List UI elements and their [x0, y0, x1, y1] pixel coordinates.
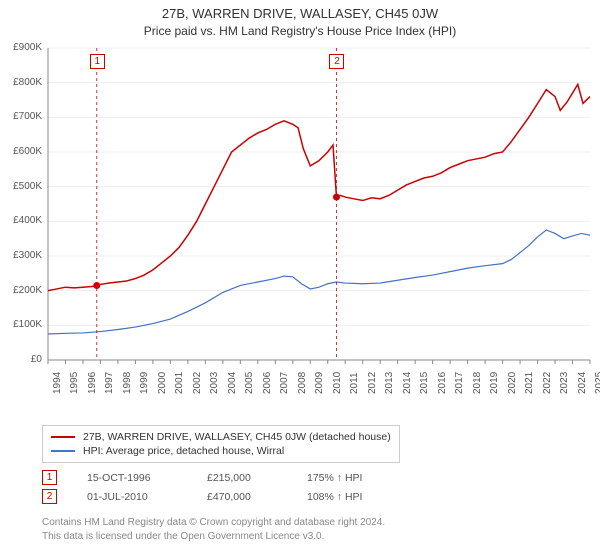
x-axis-label: 2003 — [209, 372, 220, 394]
price-point-price: £470,000 — [207, 491, 277, 503]
x-axis-label: 1999 — [139, 372, 150, 394]
y-axis-label: £500K — [2, 181, 42, 192]
x-axis-label: 2016 — [437, 372, 448, 394]
chart-container: 27B, WARREN DRIVE, WALLASEY, CH45 0JW Pr… — [0, 0, 600, 560]
footnote: Contains HM Land Registry data © Crown c… — [42, 516, 385, 543]
x-axis-label: 1998 — [122, 372, 133, 394]
x-axis-label: 1996 — [87, 372, 98, 394]
price-points-table: 1 15-OCT-1996 £215,000 175% ↑ HPI 2 01-JUL-20… — [42, 468, 387, 506]
x-axis-label: 2012 — [367, 372, 378, 394]
x-axis-label: 2019 — [489, 372, 500, 394]
marker-label-box: 1 — [90, 54, 105, 69]
x-axis-label: 1997 — [104, 372, 115, 394]
x-axis-label: 2009 — [314, 372, 325, 394]
x-axis-label: 2006 — [262, 372, 273, 394]
price-point-row: 2 01-JUL-2010 £470,000 108% ↑ HPI — [42, 487, 387, 506]
y-axis-label: £400K — [2, 215, 42, 226]
y-axis-label: £600K — [2, 146, 42, 157]
chart-subtitle: Price paid vs. HM Land Registry's House … — [0, 21, 600, 42]
chart-area: £0 £100K £200K £300K £400K £500K £600K £700K £80… — [0, 40, 600, 420]
y-axis-label: £300K — [2, 250, 42, 261]
y-axis-label: £700K — [2, 111, 42, 122]
x-axis-label: 2011 — [349, 372, 360, 394]
legend: 27B, WARREN DRIVE, WALLASEY, CH45 0JW (d… — [42, 425, 400, 463]
x-axis-label: 2017 — [454, 372, 465, 394]
chart-title: 27B, WARREN DRIVE, WALLASEY, CH45 0JW — [0, 0, 600, 21]
price-point-box: 2 — [42, 489, 57, 504]
x-axis-label: 1995 — [69, 372, 80, 394]
x-axis-label: 2022 — [542, 372, 553, 394]
footnote-line: This data is licensed under the Open Gov… — [42, 530, 385, 544]
x-axis-label: 2000 — [157, 372, 168, 394]
y-axis-label: £900K — [2, 42, 42, 53]
x-axis-label: 2018 — [472, 372, 483, 394]
x-axis-label: 2025 — [594, 372, 600, 394]
x-axis-label: 2021 — [524, 372, 535, 394]
legend-item: 27B, WARREN DRIVE, WALLASEY, CH45 0JW (d… — [51, 430, 391, 444]
x-axis-label: 2001 — [174, 372, 185, 394]
y-axis-label: £100K — [2, 319, 42, 330]
chart-svg — [0, 40, 600, 420]
x-axis-label: 2020 — [507, 372, 518, 394]
price-point-row: 1 15-OCT-1996 £215,000 175% ↑ HPI — [42, 468, 387, 487]
x-axis-label: 1994 — [52, 372, 63, 394]
legend-label: 27B, WARREN DRIVE, WALLASEY, CH45 0JW (d… — [83, 431, 391, 443]
x-axis-label: 2004 — [227, 372, 238, 394]
x-axis-label: 2005 — [244, 372, 255, 394]
x-axis-label: 2014 — [402, 372, 413, 394]
price-point-pct: 108% ↑ HPI — [307, 491, 387, 503]
marker-dot — [93, 282, 100, 289]
price-point-date: 01-JUL-2010 — [87, 491, 177, 503]
x-axis-label: 2008 — [297, 372, 308, 394]
price-point-date: 15-OCT-1996 — [87, 472, 177, 484]
footnote-line: Contains HM Land Registry data © Crown c… — [42, 516, 385, 530]
x-axis-label: 2002 — [192, 372, 203, 394]
legend-item: HPI: Average price, detached house, Wirr… — [51, 444, 391, 458]
price-point-pct: 175% ↑ HPI — [307, 472, 387, 484]
y-axis-label: £200K — [2, 285, 42, 296]
legend-swatch — [51, 450, 75, 452]
x-axis-label: 2024 — [577, 372, 588, 394]
x-axis-label: 2007 — [279, 372, 290, 394]
y-axis-label: £0 — [2, 354, 42, 365]
x-axis-label: 2015 — [419, 372, 430, 394]
x-axis-label: 2023 — [559, 372, 570, 394]
legend-label: HPI: Average price, detached house, Wirr… — [83, 445, 284, 457]
legend-swatch — [51, 436, 75, 438]
x-axis-label: 2010 — [332, 372, 343, 394]
price-point-price: £215,000 — [207, 472, 277, 484]
price-point-box: 1 — [42, 470, 57, 485]
x-axis-label: 2013 — [384, 372, 395, 394]
y-axis-label: £800K — [2, 77, 42, 88]
marker-dot — [333, 194, 340, 201]
marker-label-box: 2 — [329, 54, 344, 69]
